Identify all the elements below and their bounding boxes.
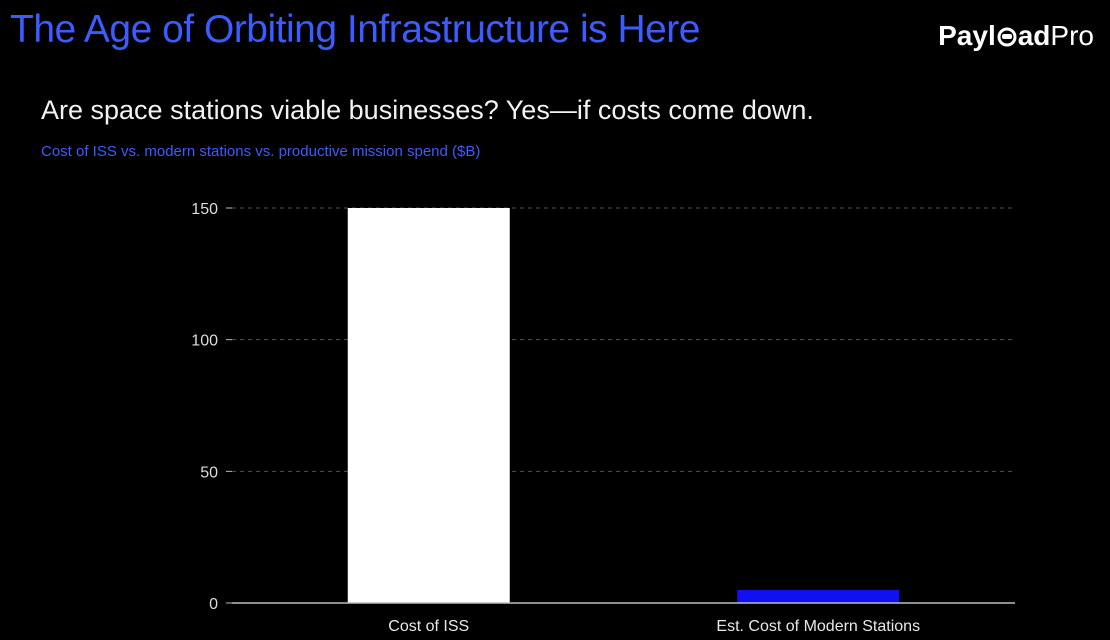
subtitle: Are space stations viable businesses? Ye… — [41, 95, 814, 125]
chart-caption: Cost of ISS vs. modern stations vs. prod… — [41, 143, 481, 160]
y-tick-label: 0 — [209, 596, 218, 613]
headline: The Age of Orbiting Infrastructure is He… — [10, 8, 701, 51]
y-tick-label: 50 — [200, 464, 218, 481]
bar — [737, 589, 900, 603]
brand-logo-text-a: Payl — [938, 20, 996, 51]
y-tick-label: 100 — [191, 333, 218, 350]
helmet-icon — [997, 27, 1017, 47]
brand-logo: Payl ad Pro — [938, 20, 1094, 52]
bar — [347, 208, 510, 603]
brand-logo-text-b: ad — [1017, 20, 1051, 51]
x-tick-label: Est. Cost of Modern Stations — [716, 618, 920, 635]
x-tick-label: Cost of ISS — [388, 618, 469, 635]
y-tick-label: 150 — [191, 201, 218, 218]
brand-logo-text-c: Pro — [1050, 20, 1094, 51]
